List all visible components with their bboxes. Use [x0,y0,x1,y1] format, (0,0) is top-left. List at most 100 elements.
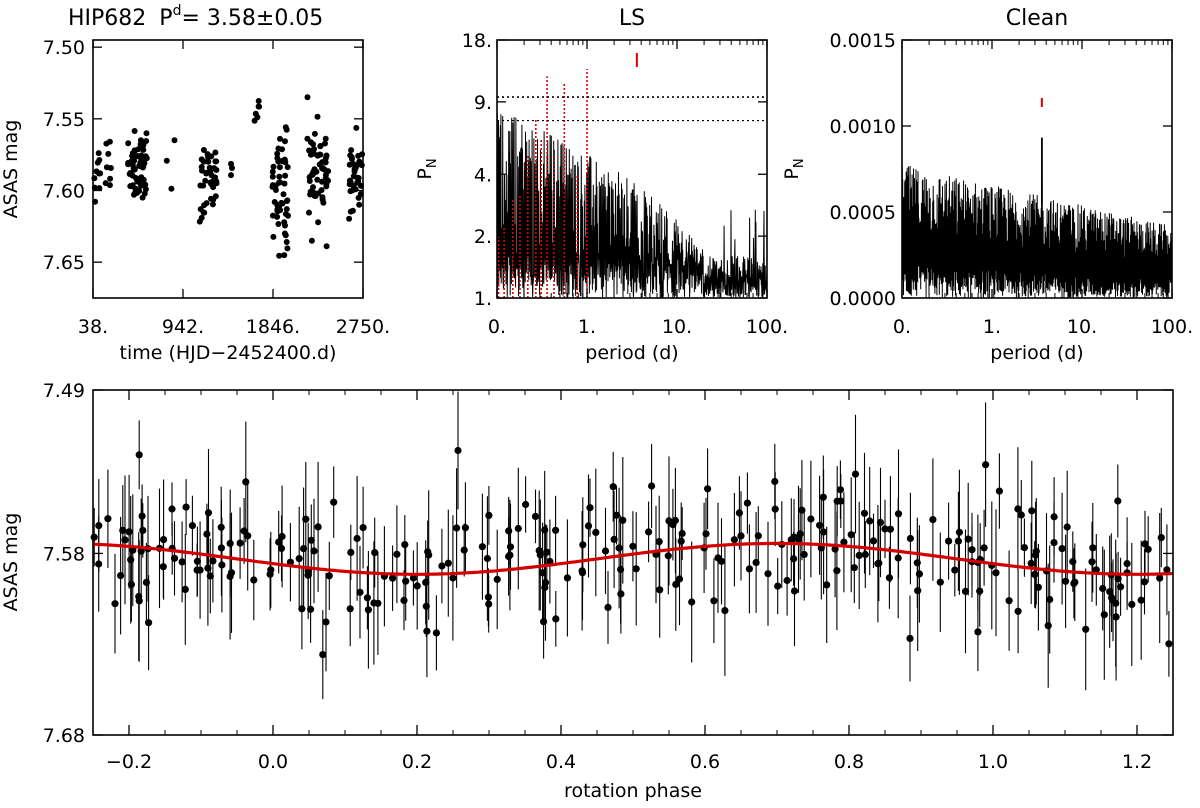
phased-point [743,499,752,507]
clean-ylabel: PN [781,158,807,179]
phased-point [665,517,673,525]
phased-point [310,547,318,555]
phased-point [881,525,889,533]
phased-point [267,566,275,574]
phased-point [95,522,103,530]
lightcurve-ylabel: ASAS mag [0,120,22,219]
phased-point [204,509,213,517]
phased-point [160,536,168,544]
phased-point [302,515,310,523]
lightcurve-title: HIP682 Pd= 3.58±0.05 [68,3,323,31]
phased-point [885,574,894,582]
phased-point [610,535,618,544]
phased-point [250,576,258,584]
phased-point [139,526,147,535]
phased-point [964,535,972,543]
lightcurve-point [95,150,102,157]
lightcurve-point [351,168,358,175]
phased-point [278,532,286,541]
phased-axes: −0.2 0.0 0.2 0.4 0.6 0.8 1.0 1.2 7.49 7.58 7.68 [43,380,1174,773]
lightcurve-point [308,171,315,178]
phased-point [552,526,560,534]
clean-panel: Clean 0. 1. 10. 100. 0.0000 0.0005 0.0010 0.001… [781,6,1193,364]
phased-point [552,615,560,623]
lightcurve-point [203,200,210,207]
phased-xtick-label: 0.0 [258,751,288,773]
phased-point [951,566,959,574]
phased-point [242,478,250,486]
lightcurve-point [207,179,214,186]
lightcurve-point [346,161,353,168]
lightcurve-ytick-label: 7.55 [43,109,85,131]
phased-point [790,587,799,595]
lightcurve-point [308,150,315,157]
lightcurve-point [316,161,323,168]
lightcurve-point [276,252,283,259]
phased-xtick-label: 1.0 [978,751,1008,773]
phased-point [374,599,382,607]
lightcurve-point [134,178,141,185]
phased-point [142,578,150,587]
ls-frame [496,39,768,299]
phased-point [1128,600,1136,609]
phased-point [506,543,515,551]
phased-points [90,391,1173,700]
lightcurve-point [202,177,209,184]
phased-point [771,477,779,486]
phased-point [196,566,204,574]
phased-point [961,587,970,596]
lightcurve-point [140,141,147,148]
phased-point [236,539,244,547]
phased-point [672,580,680,589]
phased-point [483,554,491,563]
lightcurve-point [229,165,235,171]
lightcurve-point [269,182,276,189]
phased-point [182,503,190,511]
phased-point [563,574,572,582]
phased-xtick-label: 0.6 [690,751,720,773]
phased-point [453,524,461,532]
phased-point [869,537,878,545]
phased-point [1062,577,1070,585]
phased-point [913,559,921,567]
lightcurve-point [103,164,110,171]
phased-point [325,572,333,580]
lightcurve-point [282,232,289,239]
lightcurve-point [171,137,178,144]
clean-periodogram [901,98,1173,299]
phased-point [322,618,330,626]
phased-point [438,562,446,570]
phased-point [541,578,550,587]
lightcurve-point [272,187,279,193]
clean-xtick-label: 10. [1067,316,1097,338]
phased-point [1034,583,1042,591]
ls-power-curve [496,113,768,299]
lightcurve-point [228,172,234,179]
lightcurve-point [323,183,330,190]
phased-point [1163,566,1171,574]
ls-axes: 0. 1. 10. 100. 1. 2. 4. 9. 18. [462,30,788,338]
lightcurve-point [306,209,312,216]
phased-point [119,526,127,535]
phased-point [1017,511,1025,519]
lightcurve-panel: HIP682 Pd= 3.58±0.05 38. 942. 1846. 2750. 7.… [0,3,390,364]
phased-point [929,516,937,524]
phased-point [800,550,808,559]
lightcurve-ytick-label: 7.65 [43,252,85,274]
lightcurve-point [283,239,290,245]
phased-point [619,516,627,524]
phased-point [1063,523,1071,531]
lightcurve-point [348,156,355,162]
phased-fit-curve [92,541,1174,576]
ls-ytick-label: 2. [474,226,492,248]
phased-point [314,523,322,531]
phased-point [188,522,196,530]
lightcurve-point [282,211,289,217]
phased-point [1014,607,1022,615]
lightcurve-point [319,194,326,201]
phased-point [976,587,984,595]
ls-xtick-label: 10. [662,316,692,338]
ls-xtick-label: 100. [746,316,788,338]
lightcurve-point [138,174,145,181]
phased-point [413,582,421,590]
